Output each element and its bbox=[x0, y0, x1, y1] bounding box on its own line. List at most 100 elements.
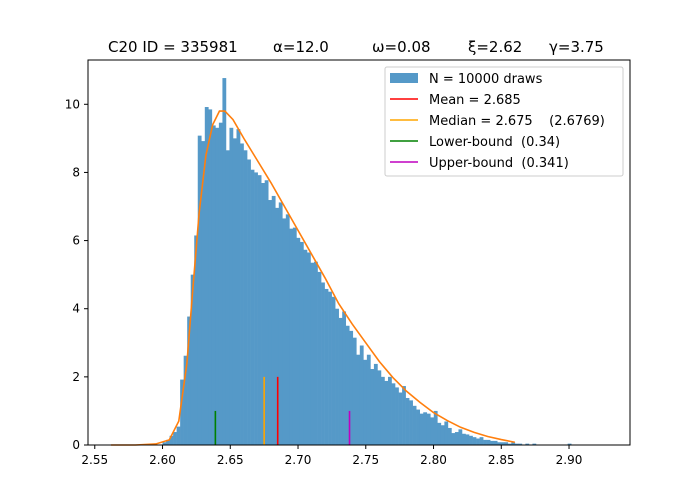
histogram-bar bbox=[187, 316, 192, 445]
histogram-bar bbox=[314, 261, 318, 445]
histogram-bar bbox=[289, 228, 294, 445]
title-xi: ξ=2.62 bbox=[468, 38, 522, 56]
histogram-bar bbox=[454, 432, 459, 445]
histogram-bar bbox=[243, 150, 248, 446]
histogram-bar bbox=[419, 413, 424, 445]
histogram-bar bbox=[426, 413, 431, 445]
legend-label-lower: Lower-bound (0.34) bbox=[429, 135, 560, 150]
histogram-bar bbox=[412, 405, 417, 445]
histogram-bar bbox=[328, 291, 332, 445]
histogram-bar bbox=[384, 380, 389, 445]
histogram-bar bbox=[229, 127, 234, 446]
pdf-curve bbox=[111, 110, 515, 446]
histogram-bar bbox=[479, 437, 484, 445]
histogram-bar bbox=[264, 180, 269, 445]
title-gamma: γ=3.75 bbox=[549, 38, 604, 56]
x-tick-label: 2.90 bbox=[556, 453, 583, 467]
histogram-bar bbox=[469, 435, 473, 445]
legend-label-mean: Mean = 2.685 bbox=[429, 93, 521, 108]
histogram-bar bbox=[204, 107, 209, 446]
histogram-bar bbox=[173, 432, 177, 445]
histogram-bar bbox=[366, 354, 371, 445]
y-tick-label: 2 bbox=[72, 370, 80, 384]
histogram-bar bbox=[183, 355, 188, 445]
histogram-bar bbox=[373, 363, 378, 445]
histogram-bar bbox=[377, 370, 382, 445]
histogram-bars bbox=[162, 78, 572, 446]
histogram-bar bbox=[483, 439, 487, 445]
histogram-bar bbox=[240, 143, 244, 445]
x-tick-label: 2.70 bbox=[285, 453, 312, 467]
legend-label-histogram: N = 10000 draws bbox=[429, 72, 543, 87]
histogram-bar bbox=[497, 442, 502, 445]
histogram-bar bbox=[180, 379, 184, 445]
histogram-bar bbox=[166, 439, 170, 445]
histogram-bar bbox=[211, 125, 216, 446]
legend-label-upper: Upper-bound (0.341) bbox=[429, 156, 569, 171]
histogram-bar bbox=[292, 227, 297, 445]
x-tick-label: 2.55 bbox=[81, 453, 108, 467]
histogram-bar bbox=[285, 214, 290, 445]
histogram-bar bbox=[218, 122, 223, 445]
histogram-bar bbox=[345, 325, 350, 445]
histogram-bar bbox=[405, 397, 410, 445]
histogram-bar bbox=[282, 218, 287, 445]
x-tick-label: 2.65 bbox=[217, 453, 244, 467]
legend-swatch-histogram bbox=[390, 73, 418, 83]
histogram-bar bbox=[380, 376, 385, 445]
histogram-bar bbox=[433, 410, 438, 445]
histogram-bar bbox=[197, 135, 202, 445]
histogram-bar bbox=[247, 159, 251, 446]
histogram-bar bbox=[511, 442, 516, 445]
histogram-bar bbox=[490, 440, 494, 445]
histogram-bar bbox=[278, 202, 283, 445]
title-id: C20 ID = 335981 bbox=[108, 38, 238, 56]
legend-box bbox=[384, 66, 624, 177]
title-alpha: α=12.0 bbox=[273, 38, 329, 56]
histogram-bar bbox=[458, 429, 463, 445]
histogram-bar bbox=[215, 127, 220, 446]
histogram-bar bbox=[190, 274, 195, 445]
x-tick-label: 2.80 bbox=[420, 453, 447, 467]
histogram-bar bbox=[194, 235, 199, 445]
histogram-bar bbox=[225, 150, 230, 446]
title-omega: ω=0.08 bbox=[372, 38, 431, 56]
histogram-bar bbox=[461, 433, 466, 445]
histogram-bar bbox=[169, 435, 174, 445]
histogram-bar bbox=[317, 271, 322, 445]
histogram-bar bbox=[254, 172, 258, 445]
y-tick-label: 8 bbox=[72, 165, 80, 179]
histogram-bar bbox=[208, 109, 213, 446]
legend-label-median: Median = 2.675 (2.6769) bbox=[429, 114, 605, 129]
histogram-bar bbox=[261, 183, 265, 445]
histogram-bar bbox=[349, 330, 354, 445]
histogram-bar bbox=[416, 409, 420, 445]
histogram-bar bbox=[500, 442, 505, 445]
histogram-bar bbox=[398, 392, 403, 445]
histogram-bar bbox=[447, 427, 452, 445]
x-axis: 2.55 2.60 2.65 2.70 2.75 2.80 2.85 2.90 bbox=[81, 445, 582, 467]
histogram-bar bbox=[303, 249, 308, 445]
histogram-bar bbox=[222, 78, 227, 445]
histogram-bar bbox=[257, 175, 262, 445]
marker-lines bbox=[214, 376, 351, 445]
histogram-bar bbox=[331, 296, 336, 445]
histogram-bar bbox=[356, 354, 361, 445]
histogram-bar bbox=[507, 443, 512, 445]
y-tick-label: 4 bbox=[72, 302, 80, 316]
histogram-bar bbox=[504, 442, 509, 445]
histogram-bar bbox=[476, 438, 480, 445]
histogram-bar bbox=[310, 262, 315, 445]
histogram-bar bbox=[391, 383, 396, 445]
histogram-bar bbox=[402, 386, 406, 445]
y-axis: 0 2 4 6 8 10 bbox=[65, 97, 88, 452]
histogram-bar bbox=[236, 129, 241, 445]
histogram-bar bbox=[275, 207, 280, 445]
histogram-bar bbox=[395, 387, 399, 445]
histogram-bar bbox=[493, 440, 498, 445]
histogram-bar bbox=[268, 200, 273, 445]
histogram-bar bbox=[359, 345, 364, 445]
histogram-bar bbox=[321, 282, 325, 445]
histogram-bar bbox=[201, 141, 206, 445]
histogram-bar bbox=[306, 252, 311, 445]
